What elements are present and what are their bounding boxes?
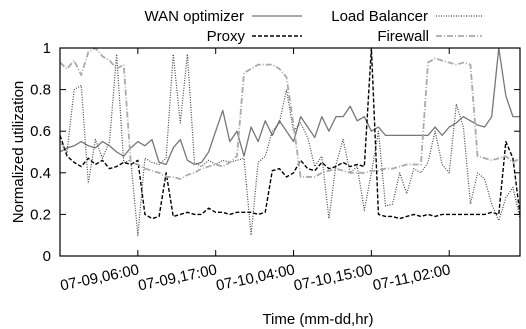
plot-frame [59, 47, 521, 257]
series-line-proxy [59, 47, 521, 220]
series-line-wan-optimizer [59, 47, 520, 166]
legend-label-load-balancer: Load Balancer [331, 8, 428, 25]
x-axis-label: Time (mm-dd,hr) [262, 311, 373, 328]
x-tick-label: 07-09,17:00 [137, 261, 219, 294]
legend-label-wan-optimizer: WAN optimizer [145, 8, 244, 25]
legend: WAN optimizer Proxy Load Balancer Firewall [145, 8, 482, 45]
legend-label-firewall: Firewall [377, 28, 429, 45]
series-line-load-balancer [59, 53, 521, 236]
legend-label-proxy: Proxy [207, 28, 246, 45]
plot-lines [59, 47, 521, 236]
series-line-firewall [59, 47, 521, 180]
y-tick-label: 0.4 [30, 165, 51, 182]
x-tick-label: 07-11,02:00 [371, 261, 452, 294]
y-tick-label: 0 [43, 248, 51, 265]
y-axis-ticks: 0 0.2 0.4 0.6 0.8 1 [30, 40, 520, 265]
y-tick-label: 1 [43, 40, 51, 57]
y-tick-label: 0.2 [30, 206, 51, 223]
x-tick-label: 07-10,04:00 [215, 261, 297, 294]
y-axis-label: Normalized utilization [10, 81, 27, 224]
x-axis-ticks: 07-09,06:0007-09,17:0007-10,04:0007-10,1… [59, 48, 452, 295]
x-tick-label: 07-10,15:00 [292, 261, 374, 294]
y-tick-label: 0.8 [30, 82, 51, 99]
y-tick-label: 0.6 [30, 123, 51, 140]
x-tick-label: 07-09,06:00 [59, 261, 141, 294]
